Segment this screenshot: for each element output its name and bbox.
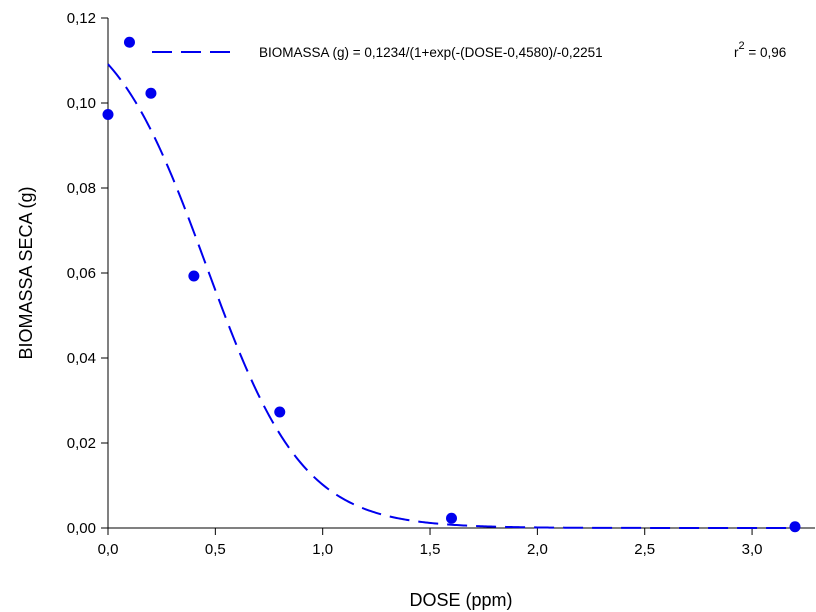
- y-tick-label: 0,02: [67, 435, 96, 452]
- data-point: [145, 87, 157, 99]
- x-tick-label: 2,0: [527, 541, 548, 558]
- data-point: [188, 270, 200, 282]
- legend-r-squared: r2 = 0,96: [734, 40, 786, 60]
- x-tick-label: 1,5: [420, 541, 441, 558]
- axes: [107, 18, 815, 529]
- x-tick-label: 1,0: [312, 541, 333, 558]
- y-tick-label: 0,06: [67, 265, 96, 282]
- legend: BIOMASSA (g) = 0,1234/(1+exp(-(DOSE-0,45…: [152, 40, 786, 60]
- data-point: [123, 36, 135, 48]
- y-ticks: 0,00 0,02 0,04 0,06 0,08 0,10 0,12: [67, 10, 108, 537]
- x-tick-label: 0,0: [98, 541, 119, 558]
- legend-r-exponent: 2: [739, 40, 745, 52]
- legend-r-value: = 0,96: [745, 45, 787, 60]
- data-point: [789, 521, 801, 533]
- x-axis-title: DOSE (ppm): [409, 590, 512, 610]
- x-tick-label: 0,5: [205, 541, 226, 558]
- series-group: [102, 36, 801, 533]
- y-axis-title: BIOMASSA SECA (g): [16, 186, 36, 359]
- legend-equation: BIOMASSA (g) = 0,1234/(1+exp(-(DOSE-0,45…: [259, 45, 603, 60]
- y-tick-label: 0,04: [67, 350, 96, 367]
- y-tick-label: 0,08: [67, 180, 96, 197]
- y-tick-label: 0,10: [67, 95, 96, 112]
- x-tick-label: 2,5: [634, 541, 655, 558]
- legend-r-prefix: r: [734, 45, 739, 60]
- x-tick-label: 3,0: [742, 541, 763, 558]
- y-tick-label: 0,12: [67, 10, 96, 27]
- fitted-curve: [107, 63, 795, 529]
- x-ticks: 0,0 0,5 1,0 1,5 2,0 2,5 3,0: [98, 528, 763, 558]
- data-point: [446, 512, 457, 524]
- data-point: [274, 406, 286, 418]
- y-tick-label: 0,00: [67, 520, 96, 537]
- data-point: [102, 108, 114, 120]
